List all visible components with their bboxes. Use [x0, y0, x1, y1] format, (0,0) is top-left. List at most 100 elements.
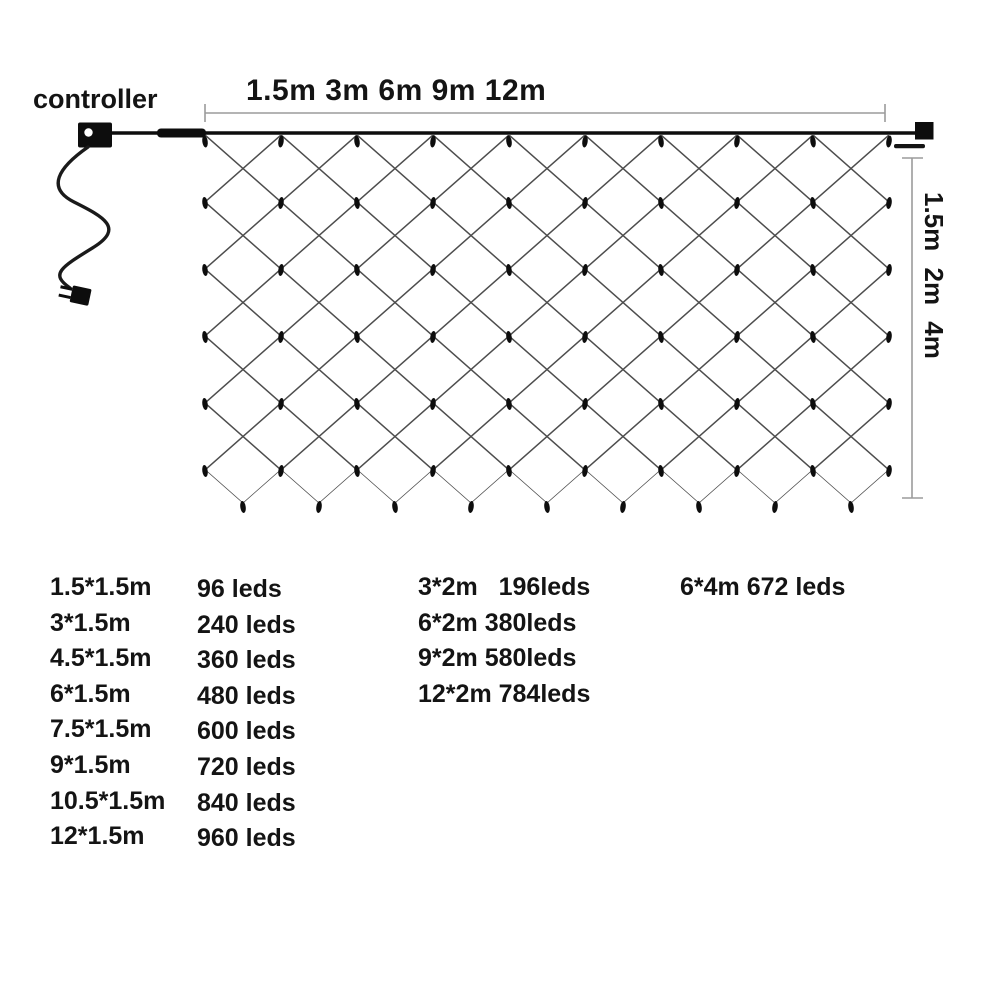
power-cable	[56, 145, 111, 290]
height-dimension-label: 1.5m 2m 4m	[919, 192, 949, 359]
led-bulb	[202, 264, 208, 276]
spec-size: 9*1.5m	[50, 750, 131, 779]
led-bulb	[240, 501, 246, 513]
wire-connector-sleeve	[157, 128, 206, 138]
led-bulbs	[202, 135, 892, 513]
led-bulb	[582, 398, 588, 410]
led-bulb	[354, 465, 360, 477]
spec-row: 3*2m 196leds	[418, 573, 591, 601]
led-bulb	[772, 501, 778, 513]
led-bulb	[582, 465, 588, 477]
led-bulb	[658, 331, 664, 343]
controller-box	[78, 122, 112, 148]
led-bulb	[620, 501, 626, 513]
spec-led-count: 960 leds	[197, 824, 296, 853]
spec-list-2m: 3*2m 196leds 6*2m 380leds 9*2m 580leds 12*2…	[418, 570, 590, 712]
spec-row: 10.5*1.5m 840 leds	[50, 784, 296, 820]
led-bulb	[734, 331, 740, 343]
led-bulb	[658, 398, 664, 410]
led-bulb	[430, 465, 436, 477]
led-bulb	[582, 264, 588, 276]
led-bulb	[810, 197, 816, 209]
dimension-lines	[204, 104, 923, 499]
controller-unit	[78, 122, 112, 148]
led-bulb	[734, 398, 740, 410]
led-bulb	[506, 264, 512, 276]
spec-led-count: 360 leds	[197, 646, 296, 675]
led-bulb	[202, 197, 208, 209]
controller-indicator	[84, 128, 93, 137]
led-bulb	[506, 465, 512, 477]
led-bulb	[658, 264, 664, 276]
spec-row: 9*1.5m 720 leds	[50, 748, 296, 784]
led-bulb	[506, 197, 512, 209]
led-bulb	[886, 398, 892, 410]
led-bulb	[544, 501, 550, 513]
led-bulb	[202, 135, 208, 148]
led-bulb	[810, 465, 816, 477]
width-dimension-label: 1.5m 3m 6m 9m 12m	[246, 74, 547, 107]
spec-led-count: 720 leds	[197, 752, 296, 781]
spec-size: 6*1.5m	[50, 679, 131, 708]
spec-led-count: 96 leds	[197, 575, 282, 603]
spec-led-count: 600 leds	[197, 717, 296, 746]
led-bulb	[734, 465, 740, 477]
led-bulb	[392, 501, 398, 513]
spec-size: 1.5*1.5m	[50, 573, 152, 601]
led-bulb	[430, 197, 436, 209]
spec-row: 4.5*1.5m 360 leds	[50, 641, 296, 677]
spec-size: 10.5*1.5m	[50, 786, 166, 815]
led-bulb	[734, 135, 740, 148]
controller-label: controller	[33, 84, 158, 114]
led-bulb	[886, 135, 892, 148]
spec-row: 7.5*1.5m 600 leds	[50, 712, 296, 748]
spec-size: 12*1.5m	[50, 822, 145, 851]
led-bulb	[278, 135, 284, 148]
spare-connector	[894, 144, 925, 149]
spec-led-count: 240 leds	[197, 610, 296, 639]
led-bulb	[354, 331, 360, 343]
led-bulb	[278, 331, 284, 343]
led-bulb	[582, 135, 588, 148]
led-bulb	[430, 135, 436, 148]
led-bulb	[506, 398, 512, 410]
led-bulb	[354, 264, 360, 276]
led-bulb	[278, 465, 284, 477]
led-bulb	[810, 135, 816, 148]
spec-size: 7.5*1.5m	[50, 715, 152, 744]
led-bulb	[810, 264, 816, 276]
led-bulb	[886, 331, 892, 343]
led-bulb	[202, 465, 208, 477]
spec-row: 3*1.5m 240 leds	[50, 606, 296, 642]
led-bulb	[582, 197, 588, 209]
spec-row: 1.5*1.5m 96 leds	[50, 570, 296, 606]
led-bulb	[316, 501, 322, 513]
spec-list-4m: 6*4m 672 leds	[680, 573, 846, 601]
led-bulb	[278, 398, 284, 410]
spec-led-count: 480 leds	[197, 681, 296, 710]
spec-size: 3*1.5m	[50, 608, 131, 637]
led-bulb	[734, 197, 740, 209]
led-bulb	[506, 331, 512, 343]
led-bulb	[886, 465, 892, 477]
spec-row: 9*2m 580leds	[418, 644, 577, 673]
wire-end-plug	[915, 122, 934, 140]
spec-row: 6*2m 380leds	[418, 608, 577, 637]
led-bulb	[886, 197, 892, 209]
led-bulb	[506, 135, 512, 148]
led-bulb	[202, 398, 208, 410]
power-plug-icon	[58, 285, 92, 306]
led-bulb	[810, 331, 816, 343]
led-bulb	[354, 135, 360, 148]
led-bulb	[430, 331, 436, 343]
led-bulb	[430, 264, 436, 276]
spec-list-1-5m: 1.5*1.5m 96 leds 3*1.5m 240 leds 4.5*1.5m 3…	[50, 570, 296, 855]
led-bulb	[278, 197, 284, 209]
led-bulb	[696, 501, 702, 513]
spec-row: 6*1.5m 480 leds	[50, 677, 296, 713]
led-bulb	[354, 197, 360, 209]
led-bulb	[468, 501, 474, 513]
led-bulb	[658, 465, 664, 477]
led-bulb	[848, 501, 854, 513]
net-diagram-svg	[56, 104, 934, 513]
